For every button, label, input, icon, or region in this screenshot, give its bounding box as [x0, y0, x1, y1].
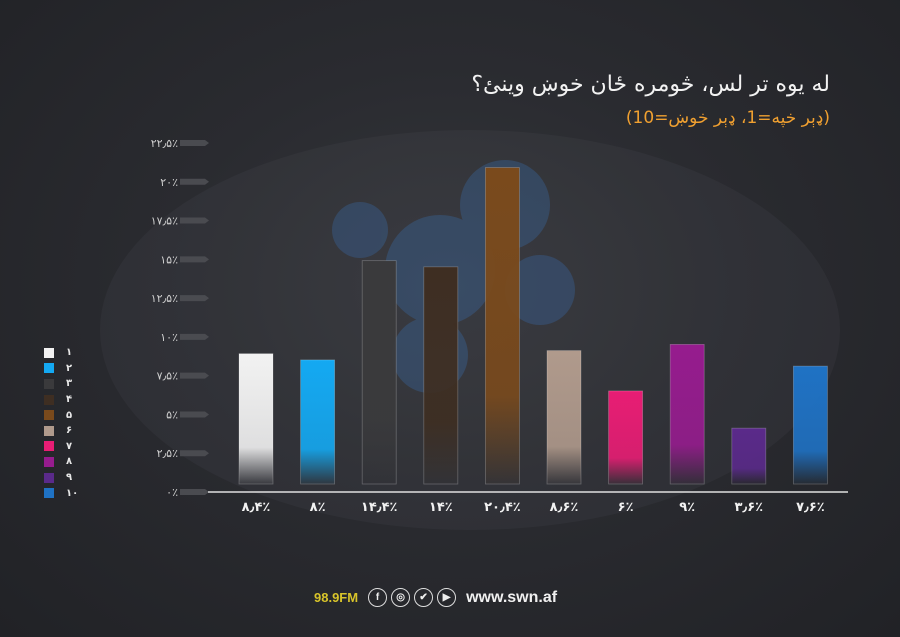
legend-swatch [44, 456, 54, 467]
legend-swatch [44, 394, 54, 405]
website-link[interactable]: www.swn.af [466, 588, 558, 606]
legend-label: ۱ [66, 347, 73, 359]
legend-label: ۴ [66, 394, 73, 406]
bar-6 [546, 350, 582, 485]
bar-10 [793, 365, 828, 485]
legend-swatch [44, 488, 54, 499]
bar-value-label: ۸٪ [310, 500, 326, 515]
y-tick-mark [180, 372, 209, 379]
legend-label: ۱۰ [66, 487, 79, 499]
legend-swatch [44, 410, 54, 421]
bar-value-label: ۳٫۶٪ [734, 500, 763, 515]
bar-value-label: ۸٫۴٪ [242, 500, 271, 515]
bar-2 [300, 359, 336, 485]
y-tick-label: ۱۵٪ [160, 253, 178, 266]
bar-value-label: ۷٫۶٪ [796, 500, 825, 515]
bar-5 [484, 167, 520, 485]
y-tick-mark [180, 256, 209, 263]
y-tick-label: ۲۲٫۵٪ [151, 137, 178, 150]
y-tick-mark [180, 178, 209, 185]
legend-label: ۶ [66, 425, 73, 437]
y-tick-label: ۷٫۵٪ [157, 370, 178, 383]
y-tick-mark [180, 217, 209, 224]
legend-label: ۸ [66, 456, 73, 468]
y-tick-mark [180, 450, 209, 457]
chart-subtitle: (ډېر خپه=1، ډېر خوښ=10) [625, 108, 830, 128]
facebook-icon[interactable]: f [368, 588, 388, 607]
legend-swatch [44, 363, 54, 374]
legend-swatch [44, 378, 54, 389]
y-tick-label: ۱۷٫۵٪ [151, 215, 178, 228]
legend-swatch [44, 347, 54, 358]
y-tick-label: ۰٪ [166, 486, 178, 499]
legend-swatch [44, 441, 54, 452]
y-tick-label: ۲۰٪ [160, 176, 178, 189]
y-tick-mark [180, 140, 209, 146]
legend-item: ۱۰ [44, 485, 84, 501]
bar-value-label: ۱۴٪ [429, 500, 453, 515]
legend-item: ۵ [44, 407, 84, 423]
legend-item: ۸ [44, 454, 84, 470]
bar-4 [423, 266, 459, 485]
legend-item: ۶ [44, 423, 84, 439]
legend-label: ۵ [66, 409, 73, 421]
radio-frequency: 98.9FM [314, 590, 359, 605]
bar-7 [608, 390, 643, 485]
legend-item: ۴ [44, 392, 84, 408]
legend-label: ۲ [66, 362, 73, 374]
y-tick-mark [180, 333, 209, 340]
legend-swatch [44, 472, 54, 483]
x-labels: ۸٫۴٪ ۸٪ ۱۴٫۴٪ ۱۴٪ ۲۰٫۴٪ ۸٫۶٪ ۶٪ ۹٪ ۳٫۶٪ ۷٫۶٪ [242, 500, 825, 515]
legend-swatch [44, 425, 54, 436]
bar-value-label: ۹٪ [679, 500, 695, 515]
chart-title: له یوه تر لس، څومره ځان خوښ وينئ؟ [471, 72, 830, 97]
bar-value-label: ۶٪ [618, 500, 634, 515]
bar-8 [669, 343, 705, 485]
y-tick-label: ۱۰٪ [160, 331, 178, 344]
y-axis: ۰٪ ۲٫۵٪ ۵٪ ۷٫۵٪ ۱۰٪ ۱۲٫۵٪ ۱۵٪ ۱۷٫۵٪ ۲۰٪ ۲۲٫۵٪ [151, 137, 209, 499]
y-tick-label: ۲٫۵٪ [157, 447, 178, 460]
y-tick-mark [180, 295, 209, 302]
instagram-icon[interactable]: ◎ [391, 588, 411, 607]
bar-9 [731, 427, 767, 485]
y-tick-label: ۱۲٫۵٪ [151, 292, 178, 305]
legend-item: ۲ [44, 361, 84, 377]
legend-label: ۹ [66, 472, 73, 484]
twitter-icon[interactable]: ✔ [414, 588, 434, 607]
youtube-icon[interactable]: ▶ [437, 588, 457, 607]
bar-value-label: ۸٫۶٪ [550, 500, 579, 515]
legend-item: ۹ [44, 470, 84, 486]
y-tick-mark [180, 489, 209, 495]
footer: 98.9FM f ◎ ✔ ▶ www.swn.af [314, 588, 557, 607]
background-watermark [100, 130, 840, 530]
legend-label: ۳ [66, 378, 73, 390]
legend-label: ۷ [66, 440, 73, 452]
y-tick-mark [180, 411, 209, 418]
bar-value-label: ۲۰٫۴٪ [484, 500, 521, 515]
bar-3 [361, 260, 397, 485]
legend: ۱ ۲ ۳ ۴ ۵ ۶ ۷ ۸ ۹ ۱۰ [44, 345, 84, 501]
bars [238, 167, 828, 485]
legend-item: ۷ [44, 439, 84, 455]
legend-item: ۳ [44, 376, 84, 392]
bar-1 [238, 353, 274, 485]
legend-item: ۱ [44, 345, 84, 361]
y-tick-label: ۵٪ [166, 408, 178, 421]
bar-value-label: ۱۴٫۴٪ [361, 500, 398, 515]
